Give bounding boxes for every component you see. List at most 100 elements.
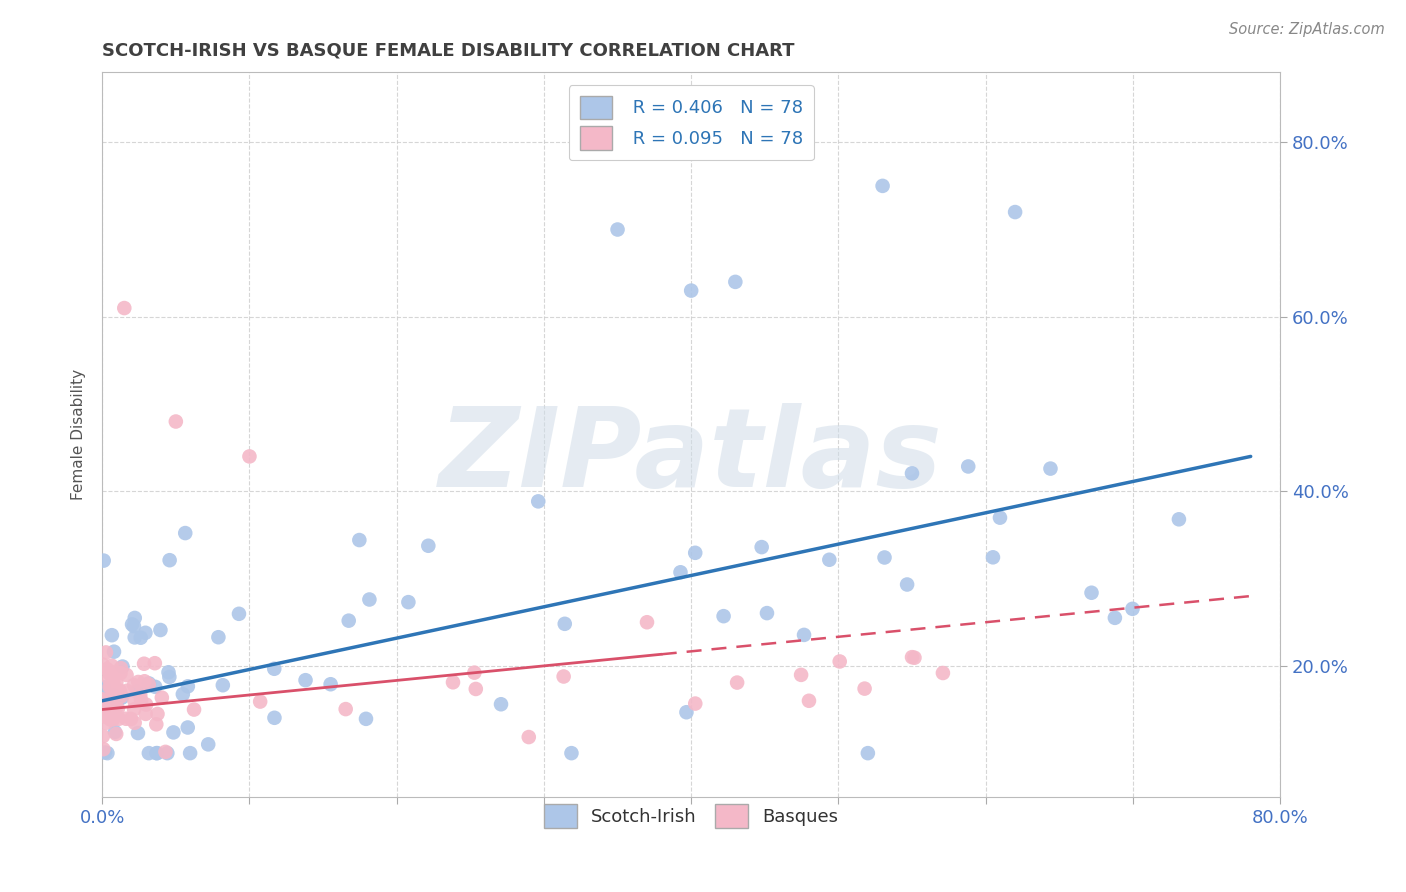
Point	[157, 670, 180, 684]
Point	[337, 614, 360, 628]
Point	[98, 666, 121, 681]
Point	[155, 745, 177, 759]
Point	[165, 415, 187, 429]
Point	[207, 630, 229, 644]
Point	[1080, 586, 1102, 600]
Point	[100, 665, 122, 679]
Point	[724, 275, 747, 289]
Point	[124, 715, 146, 730]
Text: ZIPatlas: ZIPatlas	[439, 403, 943, 510]
Point	[138, 677, 160, 691]
Point	[354, 712, 377, 726]
Point	[104, 701, 127, 715]
Point	[108, 687, 131, 701]
Point	[94, 746, 117, 760]
Point	[157, 665, 180, 680]
Point	[725, 675, 748, 690]
Point	[174, 526, 197, 541]
Point	[464, 681, 486, 696]
Point	[903, 650, 925, 665]
Point	[856, 746, 879, 760]
Point	[100, 658, 122, 673]
Point	[463, 665, 485, 680]
Point	[115, 668, 138, 682]
Point	[172, 687, 194, 701]
Point	[197, 737, 219, 751]
Point	[319, 677, 342, 691]
Point	[143, 657, 166, 671]
Point	[122, 678, 145, 692]
Point	[93, 707, 115, 722]
Point	[101, 712, 124, 726]
Point	[1121, 602, 1143, 616]
Point	[134, 625, 156, 640]
Point	[115, 683, 138, 698]
Point	[105, 688, 128, 702]
Point	[127, 675, 149, 690]
Point	[177, 721, 200, 735]
Point	[146, 746, 169, 760]
Point	[120, 712, 142, 726]
Point	[103, 645, 125, 659]
Point	[1104, 611, 1126, 625]
Point	[132, 657, 155, 671]
Point	[98, 680, 121, 694]
Point	[96, 746, 118, 760]
Y-axis label: Female Disability: Female Disability	[72, 369, 86, 500]
Point	[755, 606, 778, 620]
Text: SCOTCH-IRISH VS BASQUE FEMALE DISABILITY CORRELATION CHART: SCOTCH-IRISH VS BASQUE FEMALE DISABILITY…	[103, 42, 794, 60]
Point	[110, 690, 132, 704]
Point	[129, 631, 152, 645]
Point	[110, 661, 132, 675]
Point	[159, 553, 181, 567]
Point	[96, 693, 118, 707]
Point	[146, 706, 169, 721]
Point	[91, 692, 114, 706]
Point	[901, 467, 924, 481]
Point	[124, 694, 146, 708]
Point	[713, 609, 735, 624]
Point	[335, 702, 357, 716]
Point	[177, 679, 200, 693]
Point	[135, 706, 157, 721]
Legend: Scotch-Irish, Basques: Scotch-Irish, Basques	[537, 797, 845, 835]
Point	[129, 688, 152, 702]
Point	[396, 595, 419, 609]
Point	[107, 693, 129, 707]
Point	[103, 675, 125, 690]
Point	[121, 617, 143, 632]
Point	[554, 616, 576, 631]
Text: Source: ZipAtlas.com: Source: ZipAtlas.com	[1229, 22, 1385, 37]
Point	[93, 681, 115, 695]
Point	[97, 697, 120, 711]
Point	[183, 702, 205, 716]
Point	[150, 690, 173, 705]
Point	[135, 698, 157, 712]
Point	[100, 697, 122, 711]
Point	[138, 676, 160, 690]
Point	[238, 450, 260, 464]
Point	[122, 619, 145, 633]
Point	[149, 623, 172, 637]
Point	[675, 705, 697, 719]
Point	[93, 742, 115, 756]
Point	[101, 628, 124, 642]
Point	[96, 710, 118, 724]
Point	[98, 692, 121, 706]
Point	[156, 746, 179, 760]
Point	[793, 628, 815, 642]
Point	[145, 717, 167, 731]
Point	[228, 607, 250, 621]
Point	[359, 592, 381, 607]
Point	[349, 533, 371, 547]
Point	[129, 693, 152, 707]
Point	[853, 681, 876, 696]
Point	[441, 675, 464, 690]
Point	[553, 669, 575, 683]
Point	[143, 680, 166, 694]
Point	[97, 692, 120, 706]
Point	[108, 712, 131, 726]
Point	[91, 657, 114, 672]
Point	[111, 690, 134, 705]
Point	[127, 685, 149, 699]
